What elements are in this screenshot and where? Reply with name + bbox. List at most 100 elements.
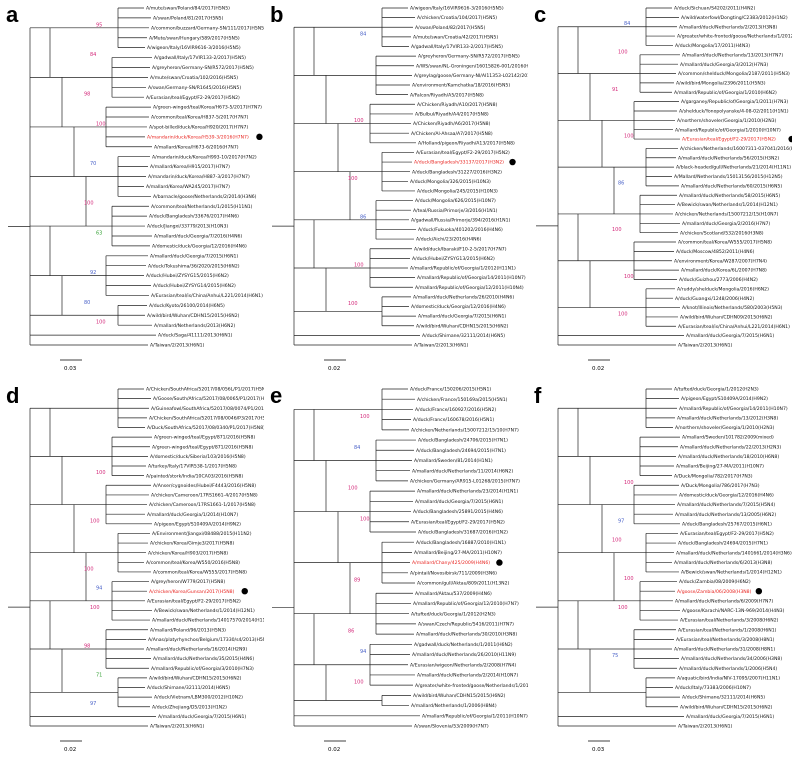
tip-label: A/gadwall/duck/Netherlands/1/2011(H6N2): [414, 642, 513, 648]
tip-label: A/mute/swan/Croatia/102/2016(H5N5): [150, 75, 238, 81]
tip-label: A/duck/Zambia/08/2009(H6N2): [679, 579, 751, 585]
tip-label: A/Bewick/swan/Netherlands/1/2014(H12N1): [154, 608, 255, 614]
tip-label: A/Bewick/swan/Netherlands/1/2014(H12N1): [677, 202, 778, 208]
tip-label: A/Duck/Mongolia/782/2017(H7N3): [674, 473, 753, 479]
tip-label: A/mallard/duck/Netherlands/26/2010(H4N6): [413, 294, 514, 300]
bootstrap-value: 84: [624, 21, 630, 27]
tip-label: A/mandarin/duck/Korea/H887-3/2017(H7N7): [148, 174, 250, 180]
tip-label: A/mallard/Republic/of/Georgia/12/2010(H7…: [413, 601, 519, 607]
phylogenetic-tree: A/duck/France/150206/2015(H5N1) A/chicken…: [272, 387, 528, 753]
bootstrap-value: 100: [348, 301, 358, 307]
study-strain-marker: [496, 559, 503, 566]
tip-label: A/Taiwan/2/2013(H6N1): [414, 343, 469, 349]
phylogenetic-tree: A/Chicken/SouthAfrica/52017/08/056L/P1/2…: [8, 387, 264, 753]
scale-bar-label: 0.02: [328, 366, 340, 372]
tip-label: A/duck/Tokushima/36/2020/2015(H6N2): [148, 263, 240, 269]
tip-label: A/Eurasian/teal/Netherlands/3/2008(H8N1): [676, 637, 775, 643]
bootstrap-value: 100: [96, 121, 106, 127]
bootstrap-value: 75: [612, 653, 618, 659]
tip-label: A/wild/duck/Ibaraki/F10-2-5/2017(H7N7): [414, 246, 507, 252]
tip-label: A/wild/bird/Wuhan/CDHN15/2015(H6N2): [416, 323, 509, 329]
tip-label: A/wigeon/Italy/16VIR9616-3/2016(H5N5): [410, 6, 504, 12]
tip-label: A/chicken/Cameroon/17RS1661-4/2017(H5N8): [151, 493, 258, 499]
tip-label: A/mallard/duck/Netherlands/18/2010(H6N8): [678, 454, 779, 460]
phylogenetic-tree: A/wigeon/Italy/16VIR9616-3/2016(H5N5) A/c…: [272, 6, 528, 372]
tip-label: A/greater/white-fronted/goose/Netherland…: [415, 683, 528, 689]
tip-label: A/mallard/duck/Netherlands/11/2014(H6N2): [412, 468, 513, 474]
tip-label: A/mallard/duck/Netherlands/60/2015(H6N5): [681, 183, 782, 189]
tip-label: A/shelduck/Yonopolyanske/4-08-02/2011(H1…: [679, 109, 789, 115]
bootstrap-value: 84: [360, 31, 366, 37]
tip-label: A/duck/Bangladesh/24694/2015(H7N1): [678, 541, 768, 547]
tip-label: A/mallard/Beijing/27-MA/2011(H10N7): [414, 550, 502, 556]
bootstrap-value: 100: [354, 680, 364, 686]
tip-label: A/mallard/duck/Netherlands/2/2014(H10N7): [417, 673, 518, 679]
tip-label: A/wild/waterfowl/Dongting/C2383/2012(H1N…: [681, 15, 788, 21]
tip-label: A/duck/Bangladesh/31687/2016(H1N2): [418, 530, 508, 536]
tip-label: A/mallard/duck/Netherlands/22/2013(H2N3): [680, 444, 781, 450]
bootstrap-value: 86: [618, 180, 624, 186]
tip-label: A/mallard/duck/Netherlands/26/2010(H11N9…: [412, 652, 516, 658]
tip-label: A/mallard/Republic/of/Georgia/1/2010(H6N…: [674, 90, 777, 96]
tip-label: A/greater/white-fronted/goose/Netherland…: [677, 34, 792, 40]
tip-label: A/swan/Slovenia/53/2009(H7N7): [414, 724, 489, 730]
tip-label: A/duck/France/150206/2015(H5N1): [410, 387, 491, 393]
tip-label: A/duck/Bangladesh/24694/2015(H7N1): [416, 448, 506, 454]
tip-label: A/teal/Russia/Primorje/3/2016(H1N1): [413, 208, 498, 214]
tip-label: A/chicken/Cameroon/17RS1661-1/2017(H5N8): [149, 502, 256, 508]
tip-label: A/duck/Shimane/32111/2014(H6N5): [422, 333, 505, 339]
tip-label: A/duck/Vietnam/LBM300/2012(H10N2): [154, 695, 243, 701]
bootstrap-value: 100: [624, 480, 634, 486]
tip-label: A/duck/Kyoto/26100/2014(H6N5): [149, 303, 225, 309]
tip-label: A/wild/bird/Wuhan/CDHN09/2015(H6N2): [680, 315, 773, 321]
tip-label: A/mallard/duck/Korea/6L/2007(H7N8): [681, 268, 767, 274]
tip-label: A/wild/bird/Wuhan/CDHN15/2015(H6N2): [147, 313, 240, 319]
tip-label: A/Taiwan/2/2013(H6N1): [678, 343, 733, 349]
tip-label: A/duck/Bangladesh/25767/2015(H6N1): [682, 521, 772, 527]
bootstrap-value: 100: [96, 320, 106, 326]
tip-label: A/mallard/duck/Netherlands/7/2015(H5N4): [677, 502, 775, 508]
bootstrap-value: 100: [90, 518, 100, 524]
bootstrap-value: 100: [618, 49, 628, 55]
tip-label: A/duck/Bangladesh/33676/2017(H4N6): [149, 214, 239, 220]
tip-label: A/duck/Bangladesh/24706/2015(H7N1): [418, 438, 508, 444]
panel-letter: e: [270, 383, 283, 408]
tip-label: A/Holland/pigeon/Riyadh/A13/2017(H5N8): [418, 140, 515, 146]
bootstrap-value: 80: [84, 300, 90, 306]
scale-bar-label: 0.02: [328, 747, 340, 753]
tip-label: A/Eurasian/teal/Egypt/F2-29/2017(H5N2): [146, 95, 240, 101]
tip-label: A/Guineafowl/SouthAfrica/52017/08/0074/P…: [151, 406, 264, 412]
tip-label: A/Taiwan/2/2013(H6N1): [150, 343, 205, 349]
tip-label: A/Eurasian/teal/Netherlands/3/2008(H6N2): [680, 618, 779, 624]
tip-label: A/wild/bird/Wuhan/CDHN15/2015(H6N2): [149, 675, 242, 681]
tip-label: A/duck/Guangxi/1248/2006(H4N2): [675, 296, 754, 302]
tip-label: A/barnacle/goose/Netherlands/2/2014(H3N6…: [153, 194, 257, 200]
tip-label: A/pigeon/Egypt/S10409A/2014(H9N2): [681, 396, 768, 402]
tip-label: A/duck/Hubei/ZYSYG13/2015(H6N2): [412, 256, 495, 262]
tip-label: A/pigeon/Egypt/S10409A/2014(H9N2): [154, 521, 241, 527]
tip-label: A/duck/Italy/73383/2006(H10N7): [675, 685, 751, 691]
tip-label: A/mallard/Republic/of/Georgia/3/2010(H7N…: [151, 666, 254, 672]
panel-letter: f: [534, 383, 542, 408]
tip-label: A/Environment/Jiangxi/08488/2015(H11N2): [152, 531, 252, 537]
scale-bar-label: 0.02: [64, 747, 76, 753]
tip-label: A/Chicken/Al-Ahsaa/A7/2017(H5N8): [411, 131, 493, 137]
tip-label: A/Eurasian/teal/Egypt/F2-29/2017(H5N2): [680, 531, 774, 537]
bootstrap-value: 100: [348, 176, 358, 182]
tip-label: A/wild/bird/Wuhan/CDHN15/2015(H6N2): [680, 704, 773, 710]
highlighted-tip-label: A/chicken/Korea/Gunsan/2017(H5N8): [149, 589, 235, 595]
tip-label: A/mallard/duck/Netherlands/14017570/2014…: [152, 618, 264, 624]
tip-label: A/domestic/duck/Siberia/103/2016(H5N8): [150, 454, 246, 460]
tip-label: A/mallard/duck/Netherlands/35/2015(H4N6): [153, 656, 254, 662]
bootstrap-value: 71: [96, 672, 102, 678]
tip-label: A/mallard/Republic/of/Georgia/1/2012(H11…: [410, 266, 516, 272]
bootstrap-value: 100: [612, 538, 622, 544]
tip-label: A/mallard/duck/Netherlands/13/2012(H3N8): [677, 415, 778, 421]
tip-label: A/gadwall/Italy/17VIR133-2/2017(H5N5): [411, 44, 503, 50]
tip-label: A/mallard/duck/Netherlands/2/2013(H3N8): [679, 24, 777, 30]
highlighted-tip-label: A/Eurasian/teal/Egypt/F2-29/2017(H5N2): [682, 137, 776, 143]
tip-label: A/greyheron/Germany-SN/R572/2017(H5N5): [418, 54, 520, 60]
panel-letter: a: [6, 2, 19, 27]
tip-label: A/duck/Jiangxi/33779/2013(H10N3): [147, 224, 228, 230]
tip-label: A/mallard/duck/Netherlands/34/2006(H3N8): [681, 656, 782, 662]
